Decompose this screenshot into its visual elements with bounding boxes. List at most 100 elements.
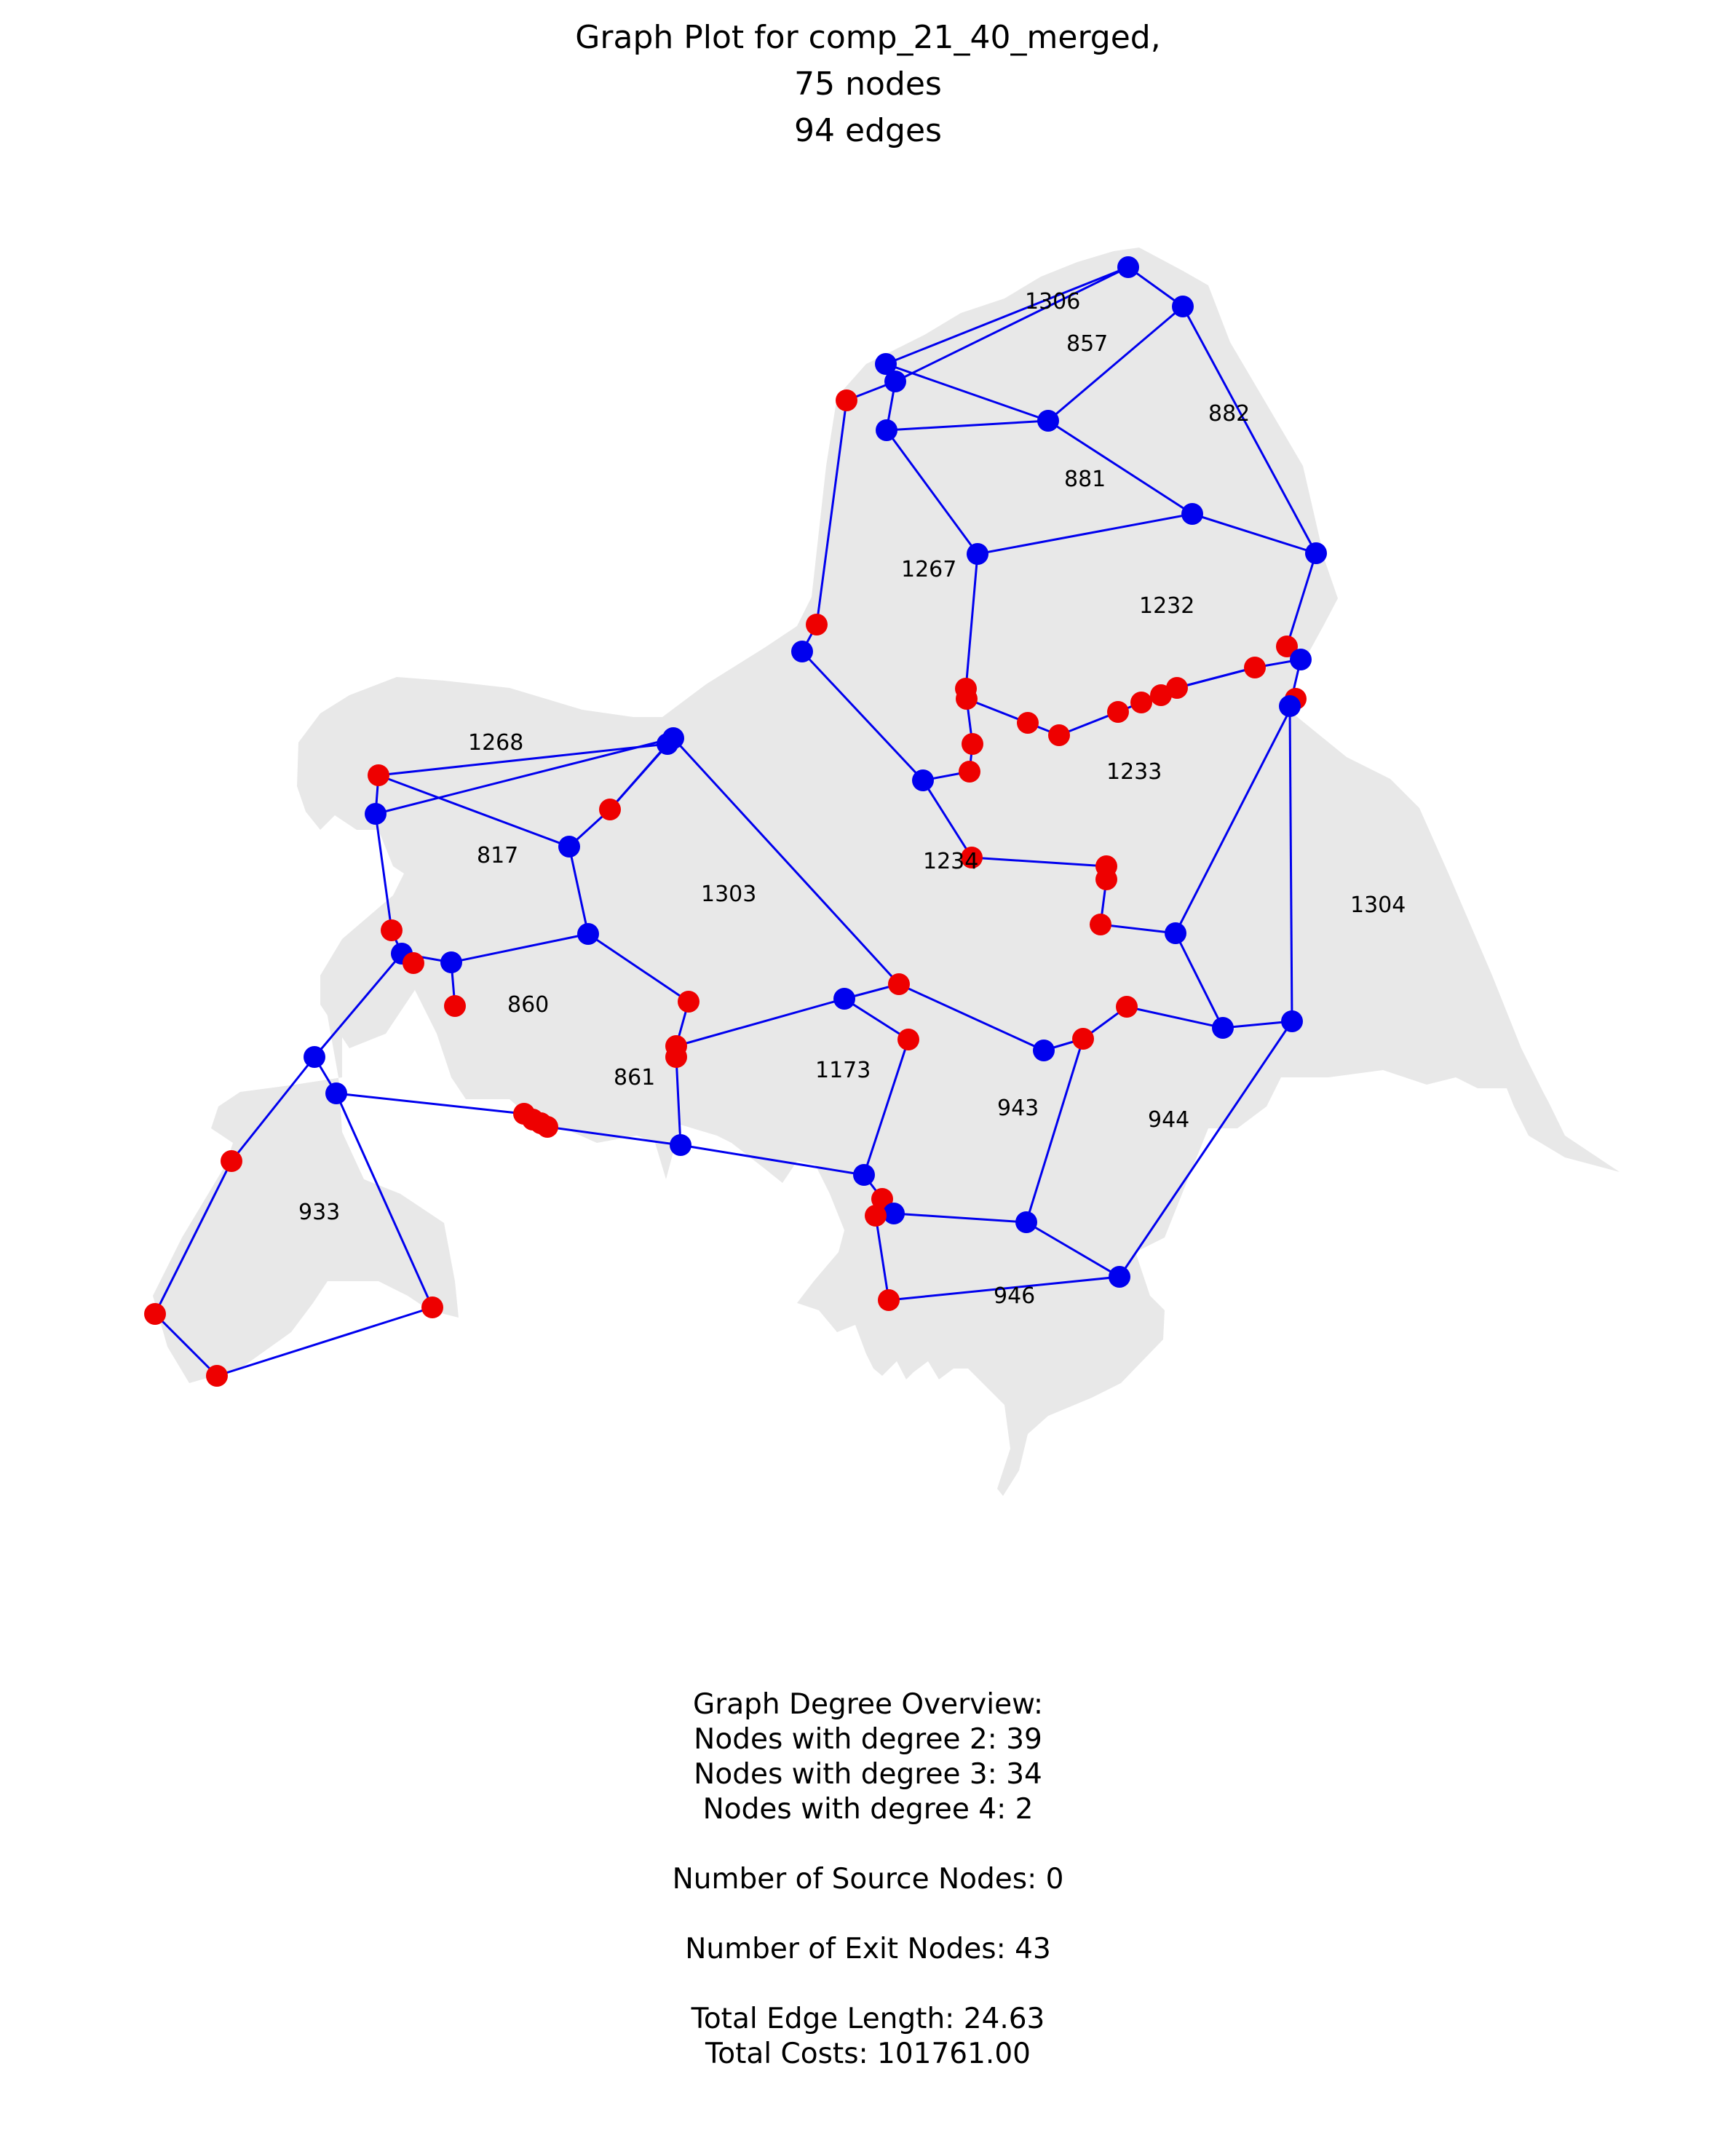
region-label-944: 944 (1148, 1107, 1189, 1133)
exit-node (1072, 1028, 1094, 1050)
graph-node (876, 419, 897, 441)
graph-edge (888, 1275, 1120, 1302)
region-label-881: 881 (1064, 467, 1106, 492)
graph-edge (672, 737, 900, 986)
graph-edge (1118, 1021, 1293, 1278)
graph-edge (547, 1125, 681, 1147)
graph-node (884, 371, 906, 392)
graph-edge (1026, 1221, 1120, 1278)
graph-edge (863, 1039, 910, 1176)
graph-node (1279, 695, 1301, 717)
graph-edge (378, 774, 570, 848)
graph-node (883, 1203, 905, 1224)
region-label-1306: 1306 (1025, 289, 1080, 314)
graph-edge (1126, 1005, 1224, 1029)
region-north (297, 248, 1620, 1496)
graph-node (1015, 1211, 1037, 1233)
graph-edge (1127, 266, 1184, 308)
graph-edge (1285, 553, 1317, 647)
region-label-860: 860 (507, 992, 549, 1018)
graph-node (833, 988, 855, 1010)
graph-node (1281, 1010, 1303, 1032)
map-regions (153, 248, 1620, 1496)
exit-node (421, 1296, 443, 1318)
graph-edge (375, 737, 674, 815)
plot-title: Graph Plot for comp_21_40_merged, 75 nod… (0, 15, 1736, 154)
graph-edge (374, 813, 393, 931)
exit-node (961, 847, 983, 868)
graph-edge (675, 1056, 682, 1146)
graph-edge (885, 266, 1129, 365)
stats-costs: Total Costs: 101761.00 (705, 2038, 1031, 2070)
graph-edge (154, 1312, 218, 1377)
graph-edge (874, 1215, 890, 1301)
graph-edge (1192, 512, 1317, 555)
region-label-861: 861 (614, 1065, 655, 1090)
graph-node (1172, 296, 1194, 317)
graph-node (558, 836, 580, 858)
title-line-1: Graph Plot for comp_21_40_merged, (575, 19, 1161, 56)
exit-node (536, 1116, 558, 1138)
title-line-2: 75 nodes (794, 66, 942, 103)
region-label-817: 817 (477, 843, 518, 868)
graph-edge (216, 1306, 433, 1377)
graph-edge (1174, 698, 1297, 934)
graph-node (577, 923, 599, 945)
graph-node (875, 353, 897, 375)
graph-edge (885, 429, 979, 555)
graph-node (325, 1082, 347, 1104)
graph-edge (230, 1056, 316, 1162)
stats-source-nodes: Number of Source Nodes: 0 (672, 1863, 1064, 1896)
graph-edge (1047, 305, 1184, 422)
exit-node (599, 799, 621, 820)
graph-edge (971, 856, 1107, 868)
exit-node (444, 995, 466, 1017)
graph-node (1290, 649, 1312, 670)
title-line-3: 94 edges (794, 112, 942, 149)
graph-edge (609, 743, 669, 810)
graph-edge (335, 1093, 434, 1308)
region-labels: 1306 857 882 881 1267 1232 1268 1233 817… (298, 289, 1406, 1309)
graph-edge (1047, 419, 1193, 515)
region-label-1304: 1304 (1350, 892, 1406, 918)
exit-node (1166, 677, 1188, 699)
graph-edge (568, 846, 590, 935)
region-label-1268: 1268 (468, 730, 523, 756)
graph-node (1212, 1017, 1234, 1039)
graph-edge (964, 553, 979, 689)
stats-degree-2: Nodes with degree 2: 39 (694, 1723, 1042, 1756)
exit-node (1244, 657, 1266, 678)
exit-node (403, 952, 424, 974)
exit-node (368, 764, 389, 786)
graph-edge (451, 933, 589, 964)
graph-node (670, 1134, 691, 1156)
region-label-1232: 1232 (1139, 593, 1194, 619)
graph-node (304, 1046, 325, 1068)
region-label-1303: 1303 (701, 882, 756, 907)
exit-node (871, 1188, 893, 1210)
graph-edge (801, 650, 924, 782)
exit-node (1095, 868, 1117, 890)
exit-node (665, 1046, 687, 1068)
stats-spacer-3 (0, 1967, 1736, 2002)
region-label-1173: 1173 (815, 1058, 871, 1083)
exit-node (897, 1029, 919, 1050)
region-label-933: 933 (298, 1200, 340, 1225)
region-label-857: 857 (1066, 331, 1108, 357)
graph-edge (1025, 1038, 1085, 1223)
graph-node (1305, 542, 1327, 564)
graph-node (440, 951, 462, 973)
graph-node (1181, 503, 1203, 525)
graph-edge (886, 419, 1049, 432)
exit-node (878, 1289, 900, 1311)
graph-edge (313, 953, 403, 1058)
exit-node (959, 761, 980, 783)
exit-node (1130, 692, 1152, 713)
graph-edge (1174, 933, 1224, 1029)
stats-exit-nodes: Number of Exit Nodes: 43 (685, 1933, 1051, 1965)
graph-edge (893, 1212, 1027, 1224)
exit-node (1116, 996, 1138, 1018)
exit-node (144, 1303, 166, 1325)
graph-edge (898, 983, 1045, 1052)
